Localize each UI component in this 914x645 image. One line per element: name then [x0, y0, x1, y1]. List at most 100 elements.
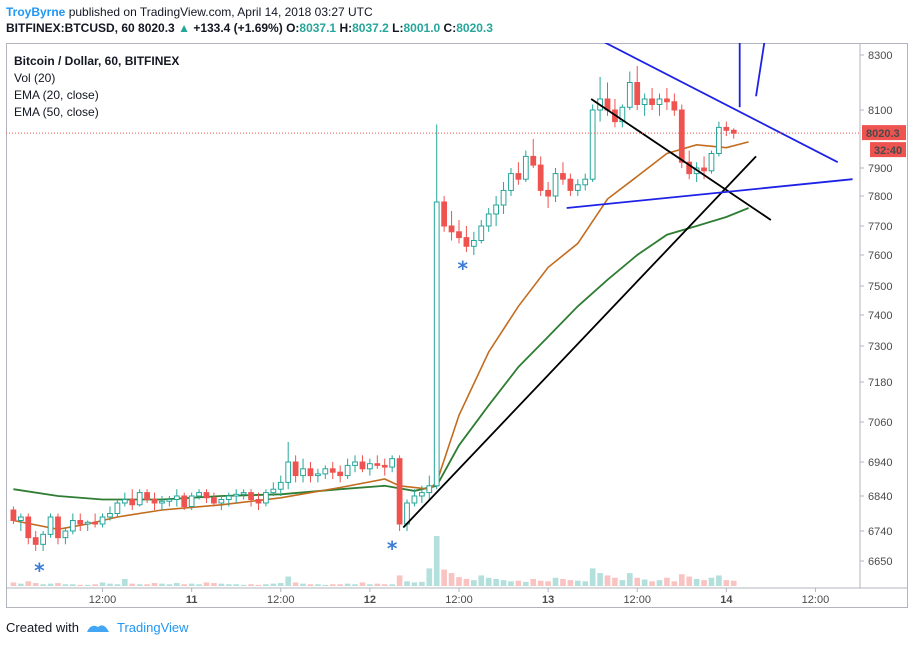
volume-bar [32, 583, 39, 586]
volume-bar [248, 584, 254, 586]
created-with-text: Created with [6, 620, 79, 635]
volume-bar [188, 583, 195, 586]
volume-bar [693, 578, 700, 586]
volume-bar [463, 578, 470, 586]
candle-body [701, 167, 707, 172]
price-tick-label: 7060 [868, 417, 892, 429]
candle-body [730, 129, 737, 134]
volume-bar [62, 584, 69, 586]
candle-body [17, 516, 24, 521]
candle-body [396, 458, 403, 525]
time-axis[interactable]: 12:00 11 12:00 12 12:00 13 12:00 14 12:00 [6, 587, 908, 606]
candle-body [374, 463, 381, 466]
asterisk-markers: * * * [34, 256, 468, 582]
candle-body [233, 493, 240, 497]
volume-bar [70, 584, 76, 586]
candle-body [567, 178, 574, 191]
candle-body [188, 495, 195, 507]
candle-body [144, 492, 150, 501]
candle-body [493, 204, 499, 215]
candle-body [522, 155, 529, 180]
trend-line [590, 98, 772, 221]
close-value: 8020.3 [456, 21, 493, 35]
candle-body [619, 106, 626, 123]
candle-body [671, 101, 678, 111]
candle-body [136, 492, 143, 506]
candle-body [211, 497, 217, 504]
candle-body [129, 499, 136, 506]
volume-bar [656, 580, 663, 586]
candle-body [411, 495, 418, 504]
volume-bar [367, 584, 373, 586]
volume-bar [18, 583, 24, 586]
volume-bar [441, 569, 447, 586]
candle-body [196, 492, 202, 497]
volume-bar [730, 580, 737, 586]
triangle-line [603, 43, 839, 164]
candle-body [40, 533, 47, 545]
drawn-lines[interactable] [402, 43, 853, 529]
volume-bar [173, 583, 180, 586]
candle-body [69, 520, 76, 532]
volume-bar [567, 580, 574, 586]
last-price: 8020.3 [138, 21, 175, 35]
ema50-line [13, 207, 749, 501]
volume-bar [552, 577, 559, 586]
candle-body [426, 485, 433, 494]
volume-bar [604, 575, 611, 586]
legend-vol: Vol (20) [14, 71, 56, 85]
candle-body [641, 98, 648, 105]
tradingview-brand-link[interactable]: TradingView [116, 620, 189, 635]
price-tick-label: 6740 [868, 526, 892, 538]
candle-body [84, 521, 91, 525]
volume-bar [344, 583, 351, 586]
time-tick-label: 12 [364, 594, 376, 606]
volume-bar [270, 583, 277, 586]
quote-line: BITFINEX:BTCUSD, 60 8020.3 ▲ +133.4 (+1.… [6, 20, 493, 36]
author-link[interactable]: TroyByrne [6, 5, 66, 19]
volume-bar [716, 575, 722, 586]
volume-bar [337, 584, 343, 586]
low-value: 8001.0 [403, 21, 441, 35]
publish-line: TroyByrne published on TradingView.com, … [6, 4, 493, 20]
candle-body [47, 516, 54, 535]
symbol-label: BITFINEX:BTCUSD, 60 [6, 21, 135, 35]
time-tick-label: 12:00 [802, 594, 830, 606]
countdown-tag-text: 32:40 [874, 145, 902, 157]
volume-bar [649, 581, 655, 586]
legend-ema50: EMA (50, close) [14, 105, 99, 119]
triangle-line [566, 178, 853, 209]
asterisk-marker: * [34, 558, 45, 582]
candle-body [10, 509, 17, 521]
candle-body [433, 201, 440, 487]
price-chart[interactable]: 6650 6740 6840 6940 7060 7180 7300 7400 7500 7600… [6, 43, 908, 608]
volume-bar [292, 582, 299, 586]
volume-bar [10, 582, 17, 586]
candle-body [664, 98, 670, 103]
volume-bar [396, 575, 403, 586]
candle-body [181, 495, 188, 507]
volume-bar [537, 580, 544, 586]
footer: Created with TradingView [6, 620, 189, 635]
countdown-tag [870, 142, 906, 158]
volume-bar [485, 577, 492, 586]
volume-bar [626, 573, 633, 586]
last-price-tag-text: 8020.3 [866, 128, 900, 140]
candle-body [478, 225, 485, 241]
published-text: published on TradingView.com, April 14, … [68, 5, 373, 19]
legend-ema20: EMA (20, close) [14, 88, 99, 102]
candle-body [107, 513, 113, 518]
candle-body [649, 98, 655, 105]
candle-body [151, 499, 158, 504]
volume-bar [129, 583, 136, 586]
price-tick-label: 8300 [868, 50, 892, 62]
price-tick-label: 6940 [868, 457, 892, 469]
price-axis[interactable]: 6650 6740 6840 6940 7060 7180 7300 7400 7500 7600… [859, 43, 892, 588]
volume-bar [433, 536, 440, 586]
candle-body [225, 495, 232, 500]
volume-bar [203, 582, 210, 586]
volume-bar [545, 581, 551, 586]
candle-body [552, 173, 559, 197]
candle-body [352, 461, 358, 466]
candle-body [470, 240, 477, 247]
